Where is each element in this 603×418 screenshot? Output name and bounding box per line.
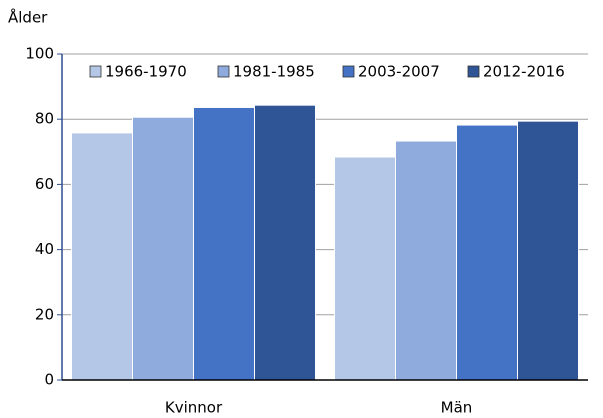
legend-swatch: [467, 65, 480, 78]
y-tick-label: 80: [35, 110, 54, 128]
legend-label: 1966-1970: [105, 63, 187, 81]
y-tick-label: 100: [25, 45, 54, 63]
bar: [132, 116, 194, 381]
bar: [193, 106, 255, 381]
y-tick-label: 0: [44, 371, 54, 389]
bar: [395, 140, 457, 381]
legend-label: 2012-2016: [483, 63, 565, 81]
y-tick-label: 40: [35, 240, 54, 258]
x-tick-label: Kvinnor: [165, 399, 223, 417]
legend-swatch: [217, 65, 230, 78]
legend-swatch: [89, 65, 102, 78]
bar: [254, 104, 316, 381]
legend-swatch: [342, 65, 355, 78]
bar: [334, 156, 396, 381]
legend-label: 1981-1985: [233, 63, 315, 81]
bar: [71, 132, 133, 381]
bar: [456, 124, 518, 381]
y-tick-label: 60: [35, 175, 54, 193]
y-axis-label: Ålder: [8, 8, 48, 27]
legend-label: 2003-2007: [358, 63, 440, 81]
y-tick-label: 20: [35, 305, 54, 323]
x-tick-label: Män: [441, 399, 473, 417]
bar: [517, 120, 579, 381]
